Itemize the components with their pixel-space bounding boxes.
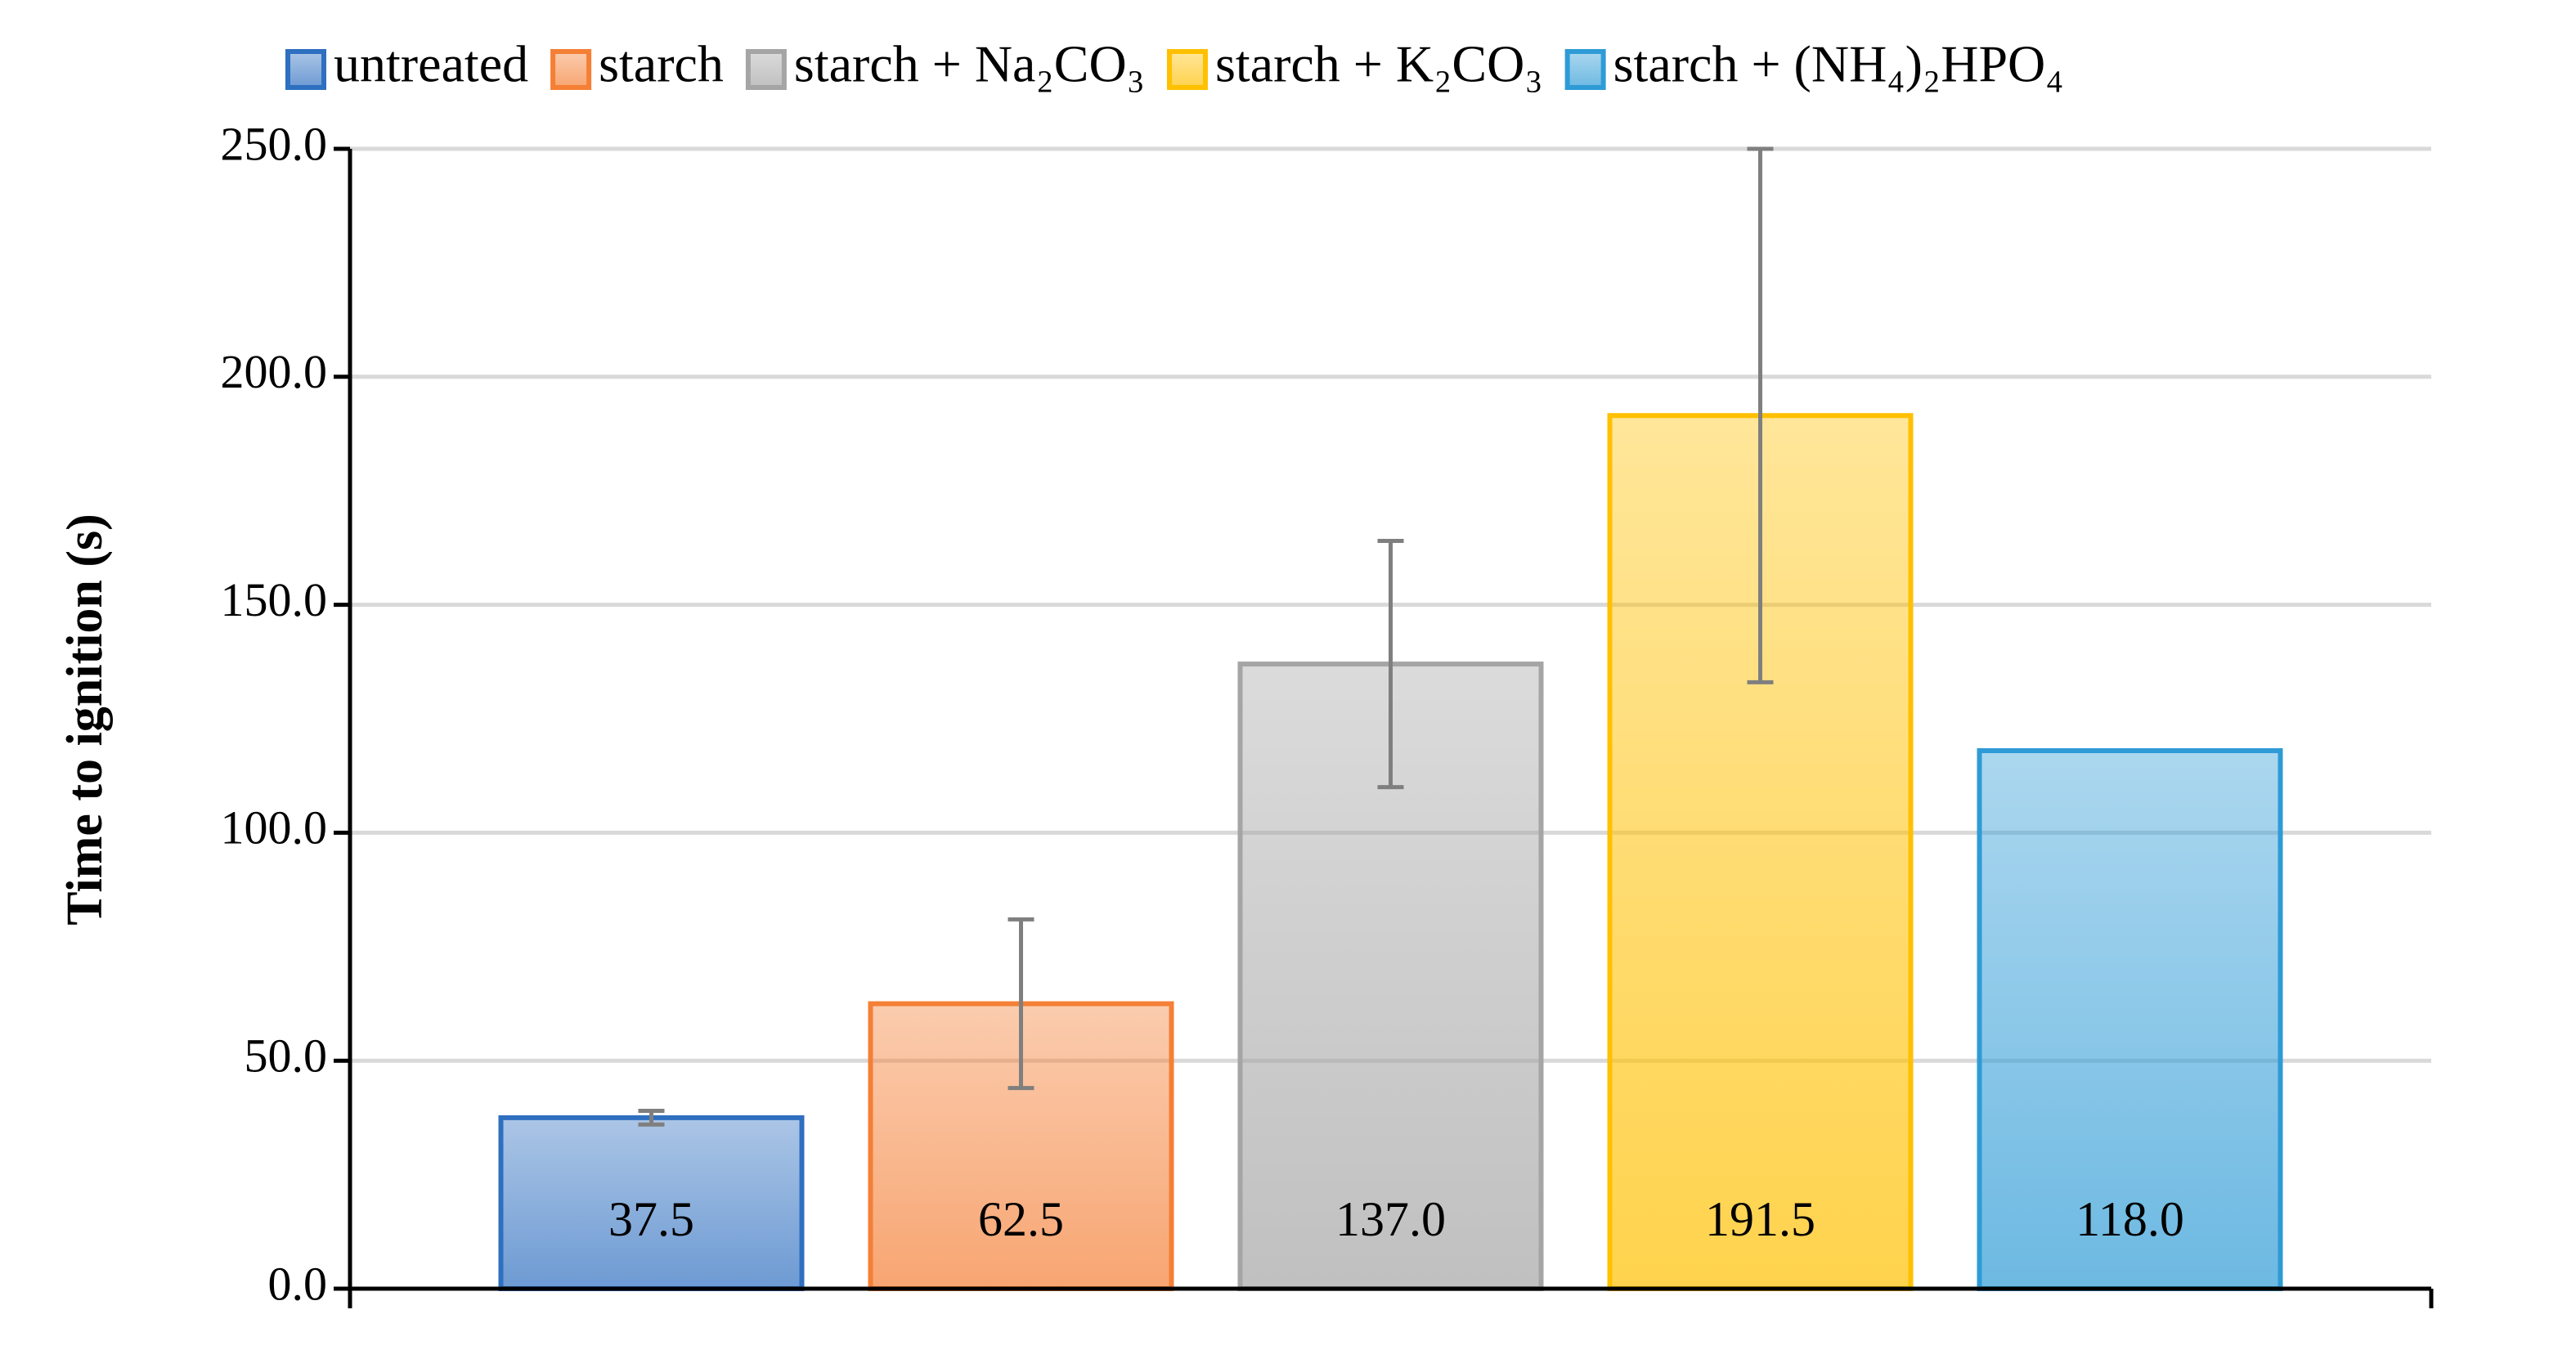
legend-swatch xyxy=(1166,49,1208,90)
error-bar xyxy=(1377,539,1404,790)
y-tick-label: 100.0 xyxy=(221,801,328,854)
error-bar xyxy=(638,1109,665,1127)
legend-swatch xyxy=(1564,49,1606,90)
data-label: 37.5 xyxy=(608,1192,694,1246)
error-bar xyxy=(1008,917,1034,1091)
data-label: 62.5 xyxy=(978,1192,1064,1246)
legend-swatch xyxy=(745,49,787,90)
bar xyxy=(498,1115,805,1292)
data-label: 137.0 xyxy=(1335,1192,1446,1246)
legend-label: starch + (NH₄)₂HPO₄ xyxy=(1613,35,2064,93)
y-tick-label: 250.0 xyxy=(221,117,328,170)
y-tick-label: 50.0 xyxy=(245,1029,328,1083)
data-label: 118.0 xyxy=(2076,1192,2184,1246)
legend-label: starch xyxy=(599,35,724,93)
y-tick-label: 200.0 xyxy=(221,345,328,398)
bar xyxy=(1977,748,2283,1291)
legend-label: starch + K₂CO₃ xyxy=(1215,35,1543,93)
y-tick-label: 0.0 xyxy=(268,1257,328,1310)
data-label: 191.5 xyxy=(1705,1192,1815,1246)
legend-label: starch + Na₂CO₃ xyxy=(794,35,1145,93)
legend-swatch xyxy=(550,49,592,90)
legend-label: untreated xyxy=(334,35,528,93)
error-bar xyxy=(1747,146,1774,684)
legend-swatch xyxy=(285,49,326,90)
y-tick-label: 150.0 xyxy=(221,573,328,626)
y-axis-label: Time to ignition (s) xyxy=(57,514,113,925)
